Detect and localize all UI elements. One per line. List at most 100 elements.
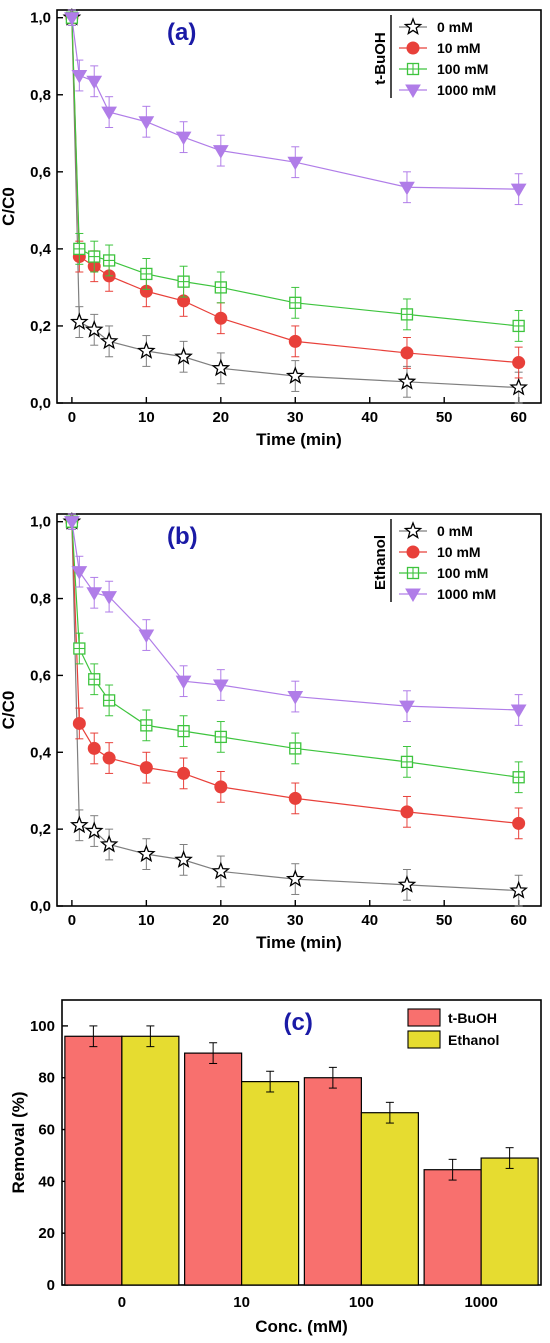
x-axis-title: Time (min) <box>256 430 342 449</box>
data-point <box>400 346 414 360</box>
data-point <box>512 356 526 370</box>
x-tick-label: 10 <box>138 912 155 929</box>
legend-label: Ethanol <box>448 1032 499 1048</box>
legend-marker <box>406 545 420 559</box>
data-point <box>289 296 302 309</box>
data-point <box>137 341 156 359</box>
x-tick-label: 0 <box>68 409 76 426</box>
data-point <box>400 308 414 321</box>
x-tick-label: 20 <box>212 409 229 426</box>
data-point <box>214 311 228 325</box>
y-tick-label: 0,8 <box>30 87 51 104</box>
line-panel-1: 0 10 20 30 40 50 60 0,0 0,2 0,4 0,6 0,8 1,0 Time (min… <box>0 511 542 952</box>
series-line <box>71 17 519 327</box>
line-panel-0: 0 10 20 30 40 50 60 0,0 0,2 0,4 0,6 0,8 1,0 Time (min… <box>0 7 542 449</box>
data-point <box>399 181 415 196</box>
legend-label: 10 mM <box>437 544 481 560</box>
plot-frame <box>61 999 542 1286</box>
data-point <box>71 566 88 580</box>
series-1 <box>65 513 526 840</box>
series-line <box>71 17 519 190</box>
data-point <box>64 12 80 26</box>
data-point <box>510 704 527 718</box>
data-point <box>509 880 529 899</box>
x-tick-label: 50 <box>436 912 453 929</box>
data-point <box>510 183 527 198</box>
legend-label: 0 mM <box>437 19 473 35</box>
y-tick-label: 0,2 <box>30 318 51 335</box>
legend-marker <box>406 566 420 580</box>
x-tick-label: 1000 <box>464 1294 497 1311</box>
y-tick-label: 60 <box>38 1122 55 1139</box>
y-tick-label: 0,2 <box>30 821 51 838</box>
data-point <box>214 281 227 294</box>
legend-label: 1000 mM <box>437 586 496 602</box>
data-point <box>73 642 86 655</box>
bar <box>121 1035 180 1286</box>
y-tick-label: 20 <box>38 1225 55 1242</box>
data-point <box>64 516 80 530</box>
y-tick-label: 0,4 <box>30 241 52 258</box>
legend-group-label: t-BuOH <box>372 32 389 85</box>
series-line <box>71 521 519 778</box>
data-point <box>73 242 86 256</box>
data-point <box>101 591 117 605</box>
x-tick-label: 20 <box>212 912 229 929</box>
data-point <box>86 587 103 601</box>
data-point <box>400 755 414 769</box>
data-point <box>399 700 415 715</box>
data-point <box>87 741 101 755</box>
y-tick-label: 0,6 <box>30 667 51 684</box>
y-tick-label: 1,0 <box>30 10 51 27</box>
y-axis-title: Removal (%) <box>9 1091 28 1193</box>
data-point <box>140 719 153 732</box>
data-point <box>137 844 156 863</box>
y-tick-label: 40 <box>38 1173 55 1190</box>
legend-marker <box>405 84 421 98</box>
y-tick-label: 0,8 <box>30 591 51 608</box>
data-point <box>71 70 88 84</box>
legend-marker <box>405 588 421 602</box>
data-point <box>285 366 305 384</box>
legend-label: 1000 mM <box>437 82 496 98</box>
y-tick-label: 0,0 <box>30 898 51 915</box>
series-3 <box>64 9 527 206</box>
x-tick-label: 60 <box>510 912 527 929</box>
legend-label: t-BuOH <box>448 1010 497 1026</box>
panel-label: (a) <box>167 19 196 46</box>
data-point <box>214 730 227 744</box>
series-line <box>71 17 519 389</box>
data-point <box>512 816 526 830</box>
data-point <box>214 780 228 794</box>
data-point <box>289 742 302 755</box>
data-point <box>102 751 116 765</box>
data-point <box>400 805 414 819</box>
legend: t-BuOH Ethanol <box>407 1008 499 1049</box>
x-axis-title: Time (min) <box>256 933 342 952</box>
y-tick-label: 1,0 <box>30 514 51 531</box>
legend: Ethanol 0 mM 10 mM 100 mM 1000 mM <box>372 519 496 602</box>
y-axis-title: C/C0 <box>0 187 18 226</box>
data-point <box>140 267 153 281</box>
data-point <box>84 319 104 338</box>
x-tick-label: 40 <box>361 409 378 426</box>
y-tick-label: 0,4 <box>30 744 52 761</box>
legend-swatch <box>407 1008 441 1027</box>
y-axis-title: C/C0 <box>0 691 18 730</box>
data-point <box>174 850 193 868</box>
legend: t-BuOH 0 mM 10 mM 100 mM 1000 mM <box>372 15 496 98</box>
data-point <box>72 716 86 730</box>
x-tick-label: 40 <box>361 912 378 929</box>
series-line <box>71 17 519 364</box>
bar <box>360 1112 419 1286</box>
data-point <box>69 312 89 331</box>
data-point <box>285 869 305 888</box>
x-axis-title: Conc. (mM) <box>255 1317 348 1336</box>
panel-label: (c) <box>284 1009 313 1036</box>
series-line <box>71 521 519 824</box>
data-point <box>211 861 231 880</box>
data-point <box>86 75 103 90</box>
y-tick-label: 80 <box>38 1070 55 1087</box>
